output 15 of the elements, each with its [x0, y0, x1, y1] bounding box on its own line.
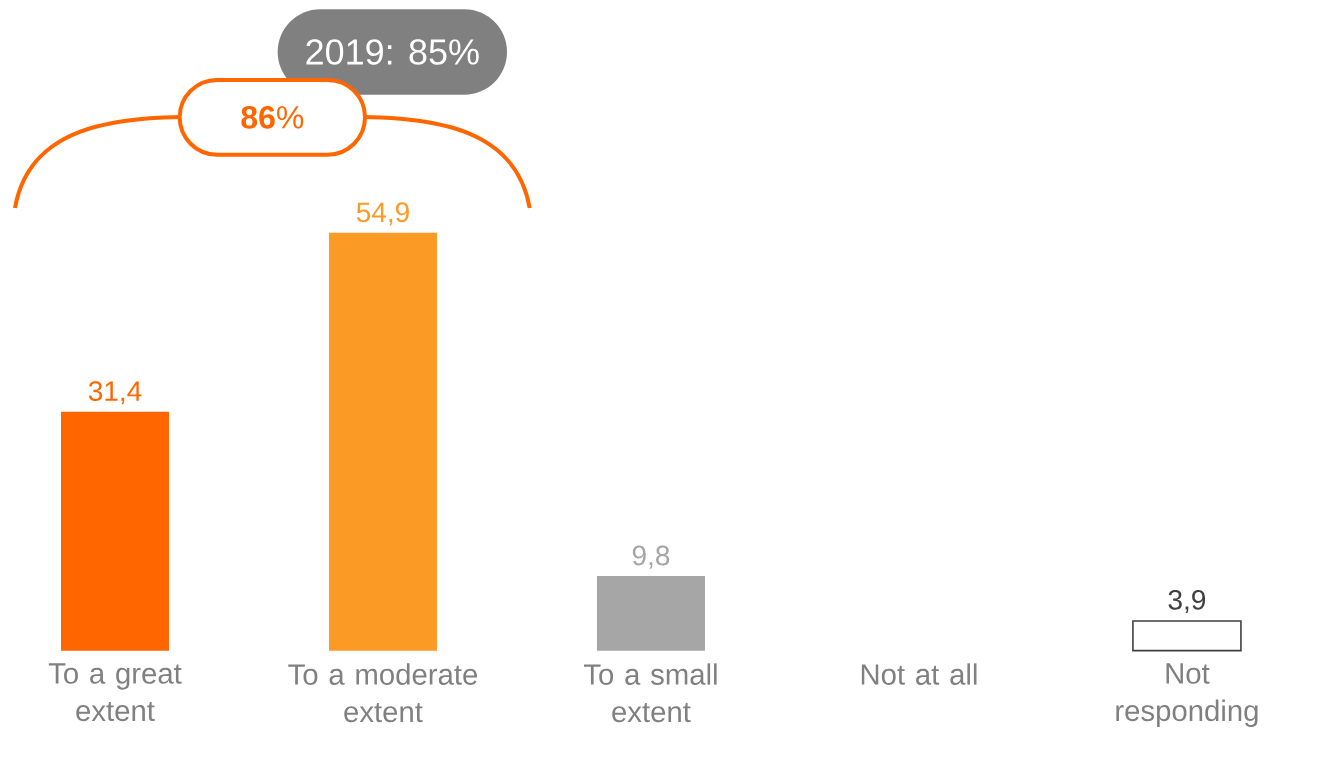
data-label: 9,8 [632, 545, 670, 569]
x-tick-label: To a small extent [583, 663, 717, 723]
text: 2019: 85% [306, 39, 479, 65]
x-tick-label: Not at all [861, 663, 977, 685]
x-tick-label: To a moderate extent [288, 663, 478, 723]
bar [328, 232, 437, 651]
data-label: 31,4 [88, 381, 142, 405]
text: 86% [241, 106, 304, 129]
bar [596, 576, 705, 651]
bar [1132, 620, 1242, 652]
data-label: 3,9 [1168, 589, 1206, 614]
x-tick-label: Not responding [1116, 663, 1258, 727]
x-tick-label: To a great extent [48, 663, 182, 722]
bar [61, 411, 169, 651]
data-label: 54,9 [356, 202, 409, 226]
